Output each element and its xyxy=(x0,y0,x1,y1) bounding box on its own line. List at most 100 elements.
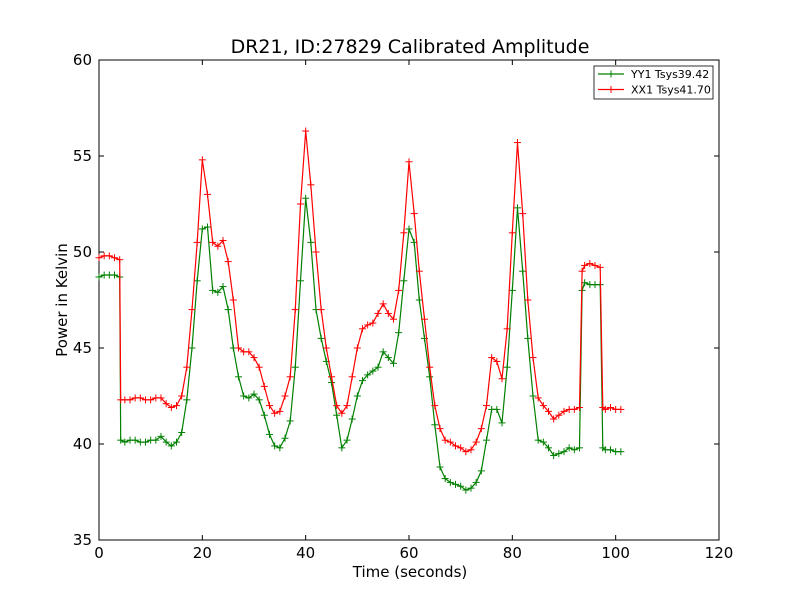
data-point-marker xyxy=(374,309,382,317)
data-point-marker xyxy=(152,436,160,444)
data-point-marker xyxy=(348,373,356,381)
data-point-marker xyxy=(446,438,454,446)
data-point-marker xyxy=(302,194,310,202)
data-point-marker xyxy=(157,394,165,402)
data-point-marker xyxy=(457,482,465,490)
data-point-marker xyxy=(400,229,408,237)
data-point-marker xyxy=(607,446,614,454)
data-point-marker xyxy=(178,392,186,400)
data-point-marker xyxy=(436,463,444,471)
plot-area: 0 20 40 60 80 100 120 35 40 45 50 55 60 xyxy=(73,51,733,562)
data-point-marker xyxy=(519,210,527,218)
data-point-marker xyxy=(446,478,454,486)
data-point-marker xyxy=(245,348,253,356)
data-point-marker xyxy=(204,223,211,231)
data-point-marker xyxy=(431,402,439,410)
data-point-marker xyxy=(607,404,614,412)
data-point-marker xyxy=(405,225,413,233)
data-point-marker xyxy=(503,363,511,371)
data-point-marker xyxy=(390,315,397,323)
data-point-marker xyxy=(328,373,335,381)
data-point-marker xyxy=(477,467,485,475)
data-point-marker xyxy=(550,415,558,423)
data-point-marker xyxy=(524,334,532,342)
data-point-marker xyxy=(281,434,289,442)
data-point-marker xyxy=(441,436,449,444)
data-point-marker xyxy=(379,348,387,356)
legend-box xyxy=(593,65,714,100)
data-point-marker xyxy=(291,363,299,371)
data-point-marker xyxy=(503,325,511,333)
data-point-marker xyxy=(219,283,227,291)
data-point-marker xyxy=(250,390,258,398)
data-point-marker xyxy=(560,407,568,415)
data-point-marker xyxy=(550,452,558,460)
data-point-marker xyxy=(276,444,284,452)
x-tick-label: 20 xyxy=(193,544,212,562)
legend: YY1 Tsys39.42 XX1 Tsys41.70 xyxy=(593,65,714,100)
data-point-marker xyxy=(333,402,341,410)
data-point-marker xyxy=(209,238,217,246)
data-point-marker xyxy=(519,267,527,275)
data-point-marker xyxy=(214,242,222,250)
data-point-marker xyxy=(317,334,325,342)
data-point-marker xyxy=(578,267,586,275)
legend-entry: YY1 Tsys39.42 xyxy=(598,68,709,81)
data-point-marker xyxy=(219,236,227,244)
data-point-marker xyxy=(431,421,439,429)
y-axis-label: Power in Kelvin xyxy=(53,243,71,357)
data-point-marker xyxy=(359,377,366,385)
data-point-marker xyxy=(157,432,165,440)
data-point-marker xyxy=(173,438,180,446)
data-point-marker xyxy=(338,409,346,417)
x-tick-label: 100 xyxy=(601,544,630,562)
data-point-marker xyxy=(343,402,351,410)
data-point-marker xyxy=(586,260,594,268)
data-point-marker xyxy=(193,238,201,246)
data-point-marker xyxy=(374,363,382,371)
legend-entries: YY1 Tsys39.42 XX1 Tsys41.70 xyxy=(598,68,711,97)
y-tick-label: 45 xyxy=(73,339,92,357)
x-tick-label: 0 xyxy=(94,544,104,562)
data-point-marker xyxy=(364,321,372,329)
data-point-marker xyxy=(235,344,242,352)
data-point-marker xyxy=(462,486,470,494)
data-point-marker xyxy=(508,229,516,237)
data-point-marker xyxy=(131,436,139,444)
plot-frame xyxy=(98,59,720,541)
y-tick-label: 50 xyxy=(73,243,92,261)
data-point-marker xyxy=(472,478,480,486)
data-point-marker xyxy=(384,309,392,317)
data-point-marker xyxy=(121,438,129,446)
legend-entry: XX1 Tsys41.70 xyxy=(598,84,711,97)
data-point-marker xyxy=(534,394,542,402)
data-point-marker xyxy=(379,300,387,308)
data-point-marker xyxy=(302,127,310,135)
data-point-marker xyxy=(508,286,516,294)
data-point-marker xyxy=(462,448,470,456)
data-point-marker xyxy=(178,428,186,436)
y-tick-label: 60 xyxy=(73,51,92,69)
data-point-marker xyxy=(493,357,501,365)
data-point-marker xyxy=(400,277,408,285)
data-point-marker xyxy=(224,258,232,266)
data-point-marker xyxy=(198,156,206,164)
data-point-marker xyxy=(111,271,118,279)
data-point-marker xyxy=(105,252,113,260)
data-point-marker xyxy=(188,306,196,314)
x-tick-label: 80 xyxy=(503,544,522,562)
data-point-marker xyxy=(601,405,609,413)
data-point-marker xyxy=(570,446,578,454)
data-point-marker xyxy=(198,225,206,233)
series-layer xyxy=(95,127,625,494)
y-tick-label: 35 xyxy=(73,531,92,549)
data-point-marker xyxy=(297,200,304,208)
data-point-marker xyxy=(162,438,170,446)
legend-label: XX1 Tsys41.70 xyxy=(631,84,711,97)
data-point-marker xyxy=(477,425,485,433)
data-point-marker xyxy=(240,392,248,400)
data-point-marker xyxy=(271,442,279,450)
data-point-marker xyxy=(570,405,578,413)
data-point-marker xyxy=(467,446,475,454)
data-point-marker xyxy=(173,402,180,410)
